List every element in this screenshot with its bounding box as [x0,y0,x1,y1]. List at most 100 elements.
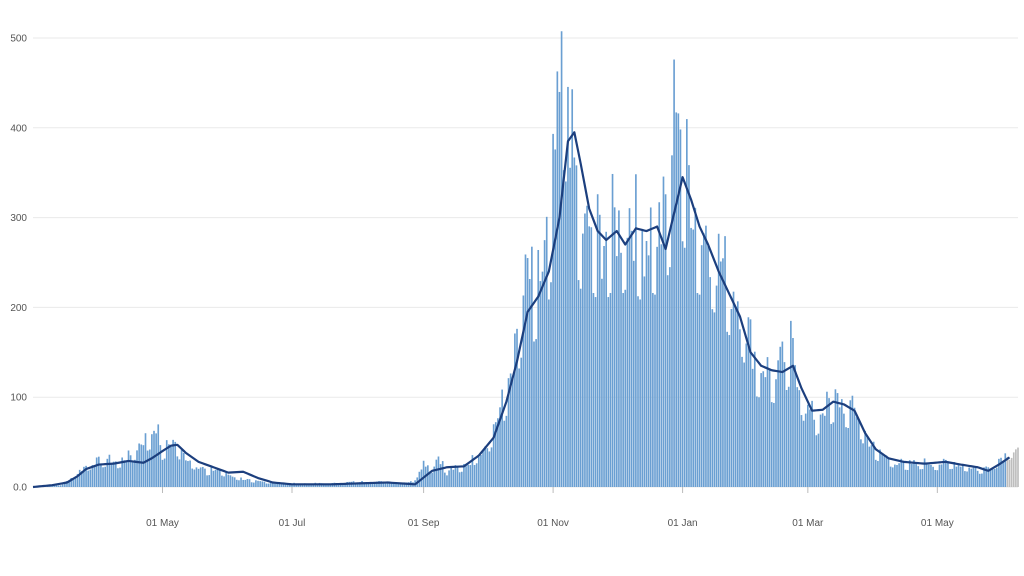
daily-bar [524,254,527,487]
daily-bar [127,450,130,487]
daily-bar [620,252,622,487]
daily-bar [533,341,535,487]
daily-bar [590,227,593,487]
daily-bar [815,435,818,487]
daily-bar [562,170,565,487]
daily-bar [165,440,168,487]
daily-bar [832,422,835,487]
daily-bar [736,301,739,487]
daily-bar [896,465,898,487]
daily-bar [622,293,624,487]
x-tick-label: 01 May [921,518,954,529]
daily-bar [85,465,87,487]
daily-bar [717,233,720,487]
daily-bar [978,473,981,487]
daily-bar [945,459,947,487]
daily-bar [968,467,970,487]
daily-bar [821,413,824,487]
daily-bar [284,483,287,487]
daily-bar [843,413,845,487]
daily-bar [872,441,875,487]
daily-bar [656,246,658,487]
daily-bar [418,471,421,487]
daily-bar [252,482,255,487]
daily-bar [770,402,773,487]
daily-bar [987,467,990,487]
daily-bar [460,471,463,487]
daily-bar [586,205,588,487]
daily-bar [503,420,506,487]
daily-bar [756,396,758,487]
daily-bar [781,341,784,487]
daily-bar [110,462,113,487]
daily-bar [556,71,559,488]
daily-bar [182,452,185,487]
daily-bar [904,469,907,487]
daily-bar [509,373,512,487]
daily-bar [862,443,864,487]
daily-bar [715,285,718,487]
daily-bar [719,261,722,487]
daily-bar [550,282,552,487]
daily-bar [125,460,128,487]
daily-bar [751,368,754,487]
daily-bar [233,477,236,487]
daily-bar [342,483,344,487]
daily-bar [991,467,994,487]
daily-bar [1004,453,1007,487]
daily-bar [942,458,945,487]
daily-bar [598,214,601,488]
daily-bar [93,465,96,487]
daily-bar [989,468,992,487]
daily-bar [57,485,60,487]
daily-bar [917,466,920,487]
daily-bar [397,483,399,487]
daily-bar [53,485,56,487]
daily-bar [766,357,769,487]
daily-bar [91,465,94,487]
daily-bar [849,400,852,487]
daily-bar [435,459,438,487]
daily-bar [635,174,637,487]
provisional-bar [1006,456,1009,487]
daily-bar [100,463,102,487]
daily-bar [202,466,204,487]
daily-bar [465,466,467,487]
daily-bar [671,155,673,487]
daily-bar [660,244,663,487]
daily-bar [269,482,272,487]
daily-bar [705,225,707,487]
daily-bar [185,460,187,487]
daily-bar [119,467,121,487]
daily-bar [142,445,145,487]
daily-bar [745,343,748,487]
daily-bar [647,255,650,487]
daily-bar [401,483,404,487]
daily-bar [59,485,62,487]
daily-bar [558,91,561,488]
daily-bar [908,460,911,487]
daily-bar [669,267,671,487]
daily-bar [611,173,614,487]
daily-bar [134,459,136,487]
daily-bar [588,226,591,487]
daily-bar [263,481,266,487]
daily-bar [193,469,196,487]
daily-bar [365,482,368,487]
daily-bar [940,464,943,487]
daily-bar [579,288,582,487]
daily-bar [700,245,703,487]
daily-bar [649,207,652,487]
daily-bar [299,484,302,487]
daily-bar [734,308,737,487]
daily-bar [915,463,917,487]
daily-bar [157,424,160,487]
daily-bar [373,482,376,487]
daily-bar [847,428,849,487]
daily-bar [511,377,514,487]
daily-bar [422,460,425,487]
daily-bar [441,461,444,487]
daily-bar [658,202,661,487]
daily-bar [760,373,762,487]
